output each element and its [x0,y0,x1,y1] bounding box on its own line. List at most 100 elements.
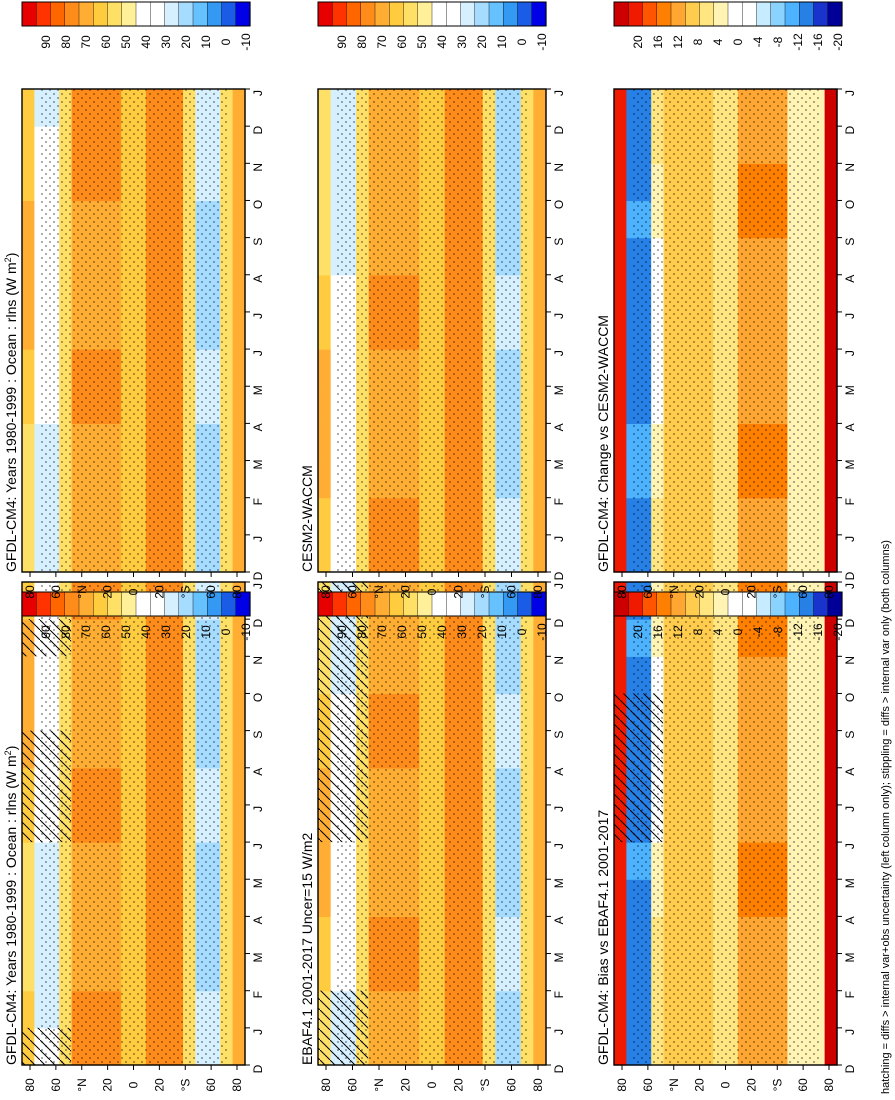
y-tick-label: 60 [641,585,655,599]
colorbar-swatch [713,1,729,27]
x-tick-label: F [843,991,857,998]
heatmap-cell [232,619,246,657]
heatmap-cell [232,1027,246,1066]
colorbar-swatch [417,1,433,27]
colorbar-tick-label: -8 [771,36,785,47]
heatmap-cell [232,274,246,313]
heatmap-cell [22,200,35,239]
stippling-overlay [39,89,228,572]
colorbar: 90 80 70 60 50 40 30 20 10 0 -10 [21,1,253,51]
y-tick-label: °S [478,586,492,599]
colorbar-swatch [531,1,547,27]
x-tick-label: N [552,656,566,665]
colorbar-tick-label: -16 [811,623,825,641]
heatmap-cell [614,349,627,387]
heatmap-cell [22,916,35,955]
colorbar-tick-label: 70 [79,35,93,49]
heatmap-cell [614,619,627,657]
colorbar-tick-label: 90 [335,625,349,639]
x-tick-label: O [552,200,566,209]
heatmap-cell [533,89,547,127]
hatching-overlay [614,767,664,805]
y-tick-label: °N [75,1078,89,1091]
y-tick-label: 20 [152,585,166,599]
x-tick-label: J [251,1029,265,1035]
heatmap-cell [232,89,246,127]
x-tick-label: F [552,991,566,998]
colorbar-tick-label: -16 [811,33,825,51]
hatching-overlay [318,990,369,1028]
heatmap-cell [533,619,547,657]
heatmap-cell [533,879,547,917]
hatching-overlay [614,730,664,768]
heatmap-cell [232,163,246,202]
x-tick-label: F [552,498,566,505]
heatmap-cell [614,126,627,164]
x-tick-label: S [552,731,566,739]
colorbar-tick-label: 16 [651,35,665,49]
colorbar-frame [317,591,547,617]
x-tick-label: J [843,90,857,96]
heatmap-cell [318,163,332,202]
panel-title: GFDL-CM4: Change vs CESM2-WACCM [595,315,611,572]
y-tick-label: 60 [204,1078,218,1092]
heatmap-cell [318,274,332,313]
colorbar-frame [21,1,251,27]
x-tick-label: S [251,731,265,739]
hatching-overlay [318,693,369,731]
hatching-overlay [22,767,72,805]
x-tick-label: F [843,498,857,505]
panel-top-left: D J F M A M J J A S O N D J 80 60 °N 20 0 20 °S 60 80 90 80 70 60 5… [3,581,265,1092]
colorbar-swatch [770,1,786,27]
heatmap-cell [533,656,547,695]
panel-title: GFDL-CM4: Bias vs EBAF4.1 2001-2017 [595,810,611,1065]
colorbar-frame [21,591,251,617]
heatmap-cell [614,237,627,276]
heatmap-cell [22,460,35,499]
hatching-overlay [318,1027,369,1065]
colorbar-tick-label: -10 [239,623,253,641]
heatmap-cell [232,349,246,387]
panel-title: EBAF4.1 2001-2017 Uncer=15 W/m2 [299,832,315,1065]
colorbar-tick-label: 0 [219,628,233,635]
y-tick-label: 80 [23,1078,37,1092]
colorbar-tick-label: 10 [199,625,213,639]
y-tick-label: 60 [346,585,360,599]
y-tick-label: 80 [230,585,244,599]
colorbar-swatch [756,591,772,617]
stippling-overlay [336,89,528,572]
colorbar-swatch [360,1,376,27]
heatmap-cell [318,953,332,992]
x-tick-label: O [843,200,857,209]
colorbar-tick-label: 20 [179,35,193,49]
colorbar-tick-label: 40 [435,625,449,639]
colorbar-swatch [727,1,743,27]
x-tick-label: J [251,313,265,319]
heatmap-cell [824,534,838,573]
x-tick-label: D [251,618,265,627]
heatmap-cells: D J F M A M J J A S O N D J 80 60 °N 20 0 20 °S 60 80 90 80 70 60 5… [317,581,566,1092]
y-tick-label: 20 [399,585,413,599]
heatmap-cell [824,1027,838,1066]
heatmap-cell [232,916,246,955]
heatmap-cell [22,349,35,387]
colorbar-tick-label: 70 [375,625,389,639]
x-tick-label: J [552,1029,566,1035]
colorbar-tick-label: -10 [535,33,549,51]
colorbar-tick-label: 10 [495,35,509,49]
heatmap-cell [614,916,627,955]
y-tick-label: 20 [744,585,758,599]
heatmap-cell [614,953,627,992]
heatmap-cell [232,423,246,462]
heatmap-cell [232,237,246,276]
heatmap-cell [824,693,838,732]
heatmap-cell [824,656,838,695]
x-tick-label: N [251,163,265,172]
colorbar-tick-label: -12 [791,623,805,641]
x-tick-label: M [552,460,566,470]
x-tick-label: S [843,731,857,739]
heatmap-cell [232,804,246,843]
colorbar-tick-label: 20 [179,625,193,639]
colorbar-swatch [389,1,405,27]
x-tick-label: J [251,90,265,96]
